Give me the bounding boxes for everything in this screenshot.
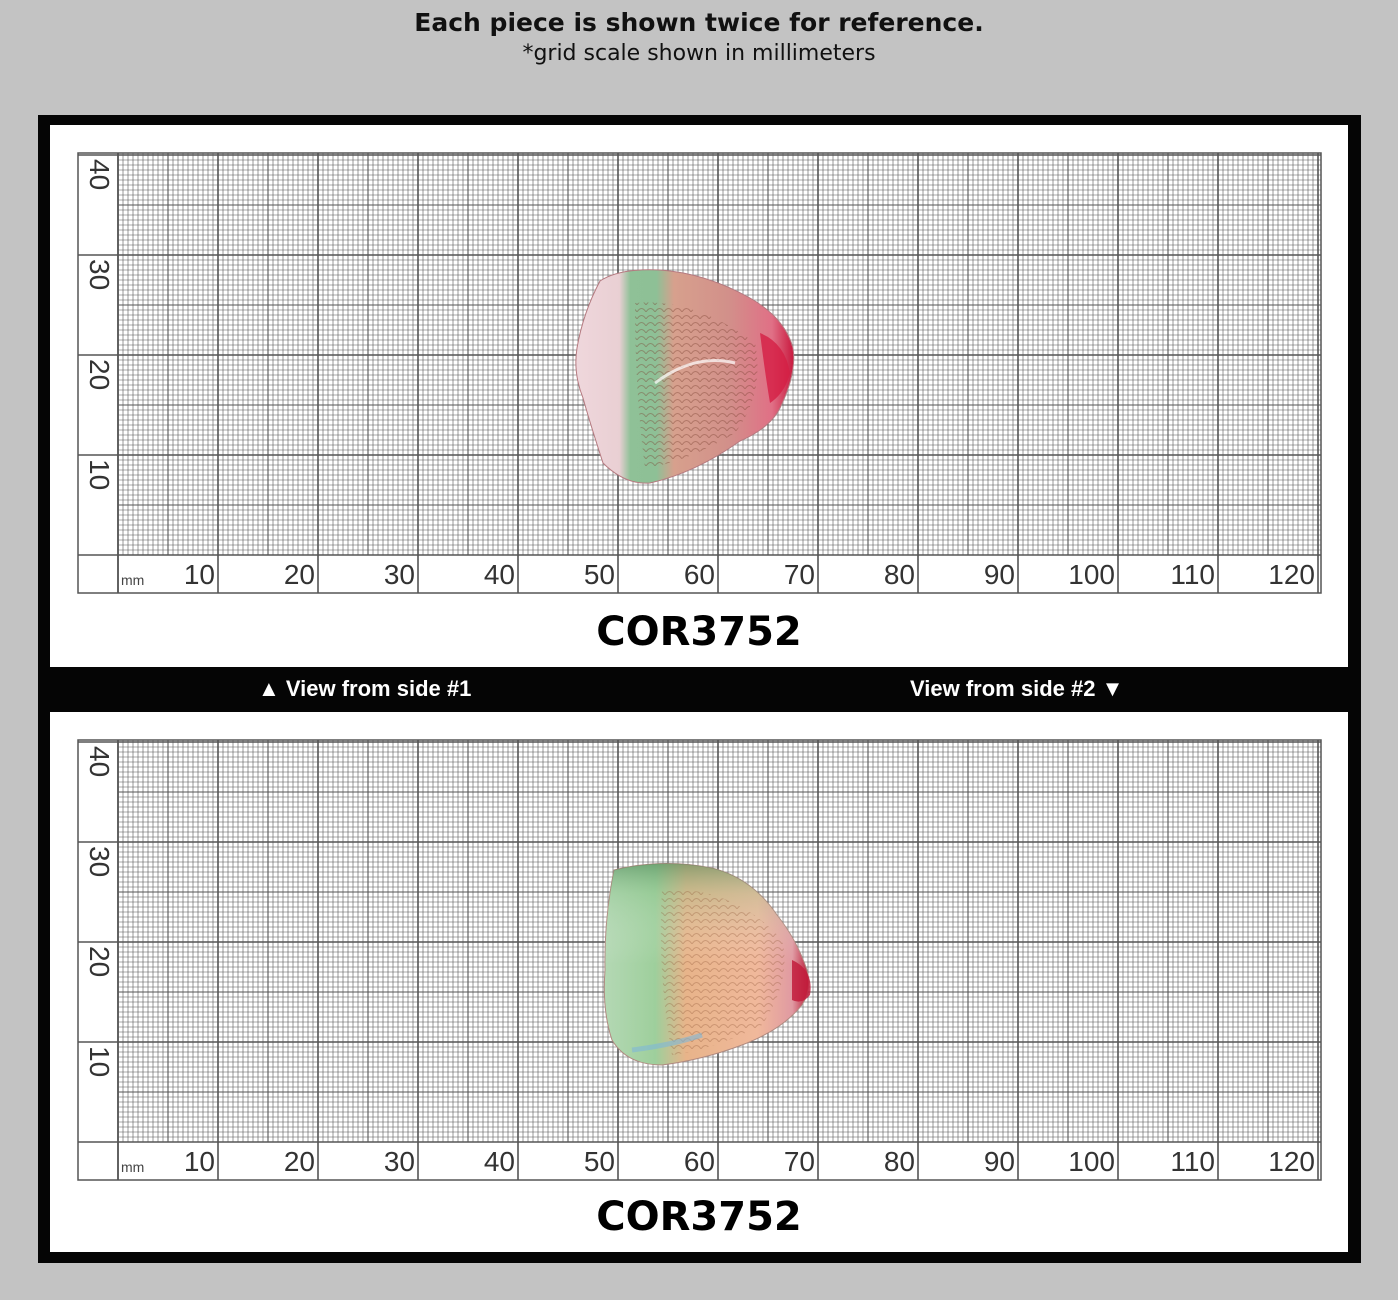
x-tick-label: 110 <box>1170 1146 1215 1177</box>
y-tick-label: 20 <box>84 946 115 977</box>
x-tick-label: 20 <box>284 559 315 590</box>
page-title: Each piece is shown twice for reference. <box>414 8 984 37</box>
x-tick-label: 50 <box>584 1146 615 1177</box>
y-tick-label: 40 <box>84 746 115 777</box>
unit-label: mm <box>121 572 144 588</box>
y-tick-label: 10 <box>84 1046 115 1077</box>
x-tick-label: 40 <box>484 1146 515 1177</box>
x-tick-label: 30 <box>384 1146 415 1177</box>
gemstone-photo-side-1 <box>575 269 795 484</box>
x-tick-label: 70 <box>784 559 815 590</box>
x-tick-label: 120 <box>1268 1146 1315 1177</box>
y-tick-label: 10 <box>84 459 115 490</box>
x-tick-label: 10 <box>184 559 215 590</box>
grid-border <box>77 152 1322 594</box>
gemstone-photo-side-2 <box>603 863 811 1066</box>
x-tick-label: 40 <box>484 559 515 590</box>
y-tick-label: 30 <box>84 259 115 290</box>
x-tick-label: 80 <box>884 559 915 590</box>
x-tick-label: 90 <box>984 559 1015 590</box>
photo-frame: mm 10 20 30 40 50 60 70 80 90 100 110 120 10 20 30 40 <box>38 115 1361 1263</box>
view-panel-side-1: mm 10 20 30 40 50 60 70 80 90 100 110 120 10 20 30 40 <box>50 125 1348 667</box>
x-tick-label: 20 <box>284 1146 315 1177</box>
x-tick-label: 50 <box>584 559 615 590</box>
y-tick-label: 30 <box>84 846 115 877</box>
x-tick-label: 60 <box>684 1146 715 1177</box>
x-tick-label: 60 <box>684 559 715 590</box>
x-tick-label: 100 <box>1068 559 1115 590</box>
grid-border <box>77 739 1322 1181</box>
side-1-label: ▲ View from side #1 <box>258 676 472 701</box>
view-labels-bar: ▲ View from side #1 View from side #2 ▼ <box>50 667 1348 712</box>
page-header: Each piece is shown twice for reference.… <box>0 6 1398 68</box>
view-panel-side-2: mm 10 20 30 40 50 60 70 80 90 100 110 120 10 20 30 40 <box>50 712 1348 1252</box>
x-tick-label: 30 <box>384 559 415 590</box>
y-tick-label: 40 <box>84 159 115 190</box>
y-tick-label: 20 <box>84 359 115 390</box>
x-tick-label: 110 <box>1170 559 1215 590</box>
side-2-label: View from side #2 ▼ <box>910 676 1124 701</box>
x-tick-label: 80 <box>884 1146 915 1177</box>
x-tick-label: 90 <box>984 1146 1015 1177</box>
x-tick-label: 100 <box>1068 1146 1115 1177</box>
x-tick-label: 70 <box>784 1146 815 1177</box>
x-tick-label: 120 <box>1268 559 1315 590</box>
page-subtitle: *grid scale shown in millimeters <box>522 41 876 66</box>
x-tick-label: 10 <box>184 1146 215 1177</box>
sku-label-side-2: COR3752 <box>596 1194 802 1240</box>
unit-label: mm <box>121 1159 144 1175</box>
sku-label-side-1: COR3752 <box>596 609 802 655</box>
